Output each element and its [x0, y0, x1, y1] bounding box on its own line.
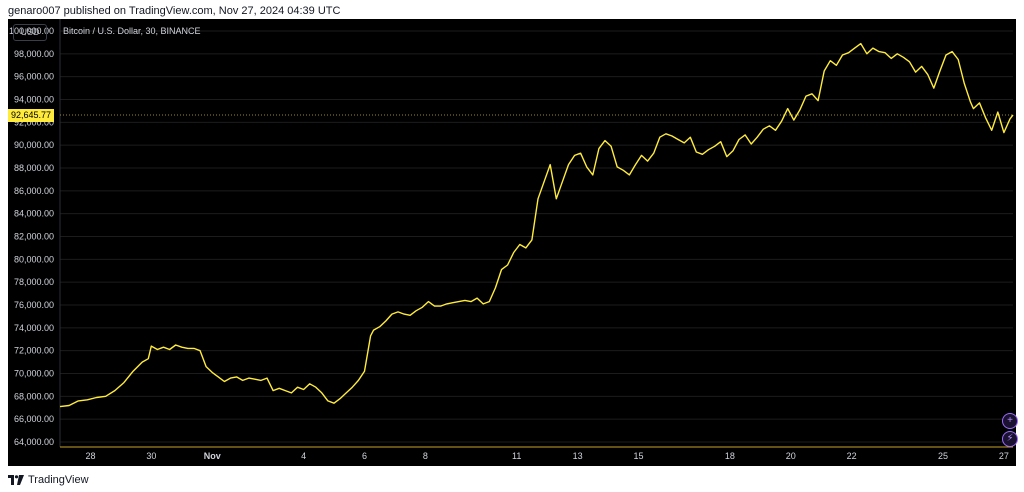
y-tick-label: 86,000.00: [14, 186, 54, 196]
lightning-icon[interactable]: ⚡: [1002, 431, 1018, 447]
y-tick-label: 70,000.00: [14, 369, 54, 379]
x-tick-label: 22: [847, 451, 857, 461]
plus-circle-icon[interactable]: +: [1002, 413, 1018, 429]
tradingview-logo-icon: [8, 475, 24, 485]
x-tick-label: 25: [938, 451, 948, 461]
y-tick-label: 78,000.00: [14, 277, 54, 287]
x-tick-label: 6: [362, 451, 367, 461]
y-tick-label: 76,000.00: [14, 300, 54, 310]
x-tick-label: Nov: [204, 451, 221, 461]
y-tick-label: 80,000.00: [14, 254, 54, 264]
currency-button[interactable]: USD: [13, 24, 47, 41]
y-tick-label: 96,000.00: [14, 72, 54, 82]
x-tick-label: 18: [725, 451, 735, 461]
y-tick-label: 94,000.00: [14, 95, 54, 105]
x-tick-label: 30: [146, 451, 156, 461]
y-tick-label: 84,000.00: [14, 209, 54, 219]
price-series-line: [59, 42, 1014, 408]
footer: TradingView: [8, 474, 89, 486]
price-chart[interactable]: 64,000.00 66,000.00 68,000.00 70,000.00 72,0…: [8, 19, 1016, 466]
y-tick-label: 88,000.00: [14, 163, 54, 173]
y-tick-label: 64,000.00: [14, 437, 54, 447]
x-tick-label: 13: [573, 451, 583, 461]
y-tick-label: 98,000.00: [14, 49, 54, 59]
chart-area[interactable]: 64,000.00 66,000.00 68,000.00 70,000.00 72,0…: [8, 19, 1018, 466]
publish-line: genaro007 published on TradingView.com, …: [8, 5, 341, 17]
x-tick-label: 4: [301, 451, 306, 461]
x-tick-label: 8: [423, 451, 428, 461]
y-tick-label: 72,000.00: [14, 346, 54, 356]
y-tick-label: 82,000.00: [14, 232, 54, 242]
y-tick-label: 90,000.00: [14, 140, 54, 150]
x-tick-label: 28: [85, 451, 95, 461]
x-tick-label: 20: [786, 451, 796, 461]
y-tick-label: 68,000.00: [14, 391, 54, 401]
x-tick-label: 11: [512, 451, 521, 461]
y-tick-label: 92,000.00: [14, 117, 54, 127]
y-tick-label: 74,000.00: [14, 323, 54, 333]
y-tick-label: 66,000.00: [14, 414, 54, 424]
x-tick-label: 15: [633, 451, 643, 461]
footer-brand: TradingView: [28, 474, 89, 486]
x-tick-label: 27: [999, 451, 1009, 461]
y-tick-label: 100,000.00: [9, 26, 54, 36]
symbol-title: Bitcoin / U.S. Dollar, 30, BINANCE: [63, 26, 201, 36]
current-price-label: 92,645.77: [8, 108, 55, 122]
